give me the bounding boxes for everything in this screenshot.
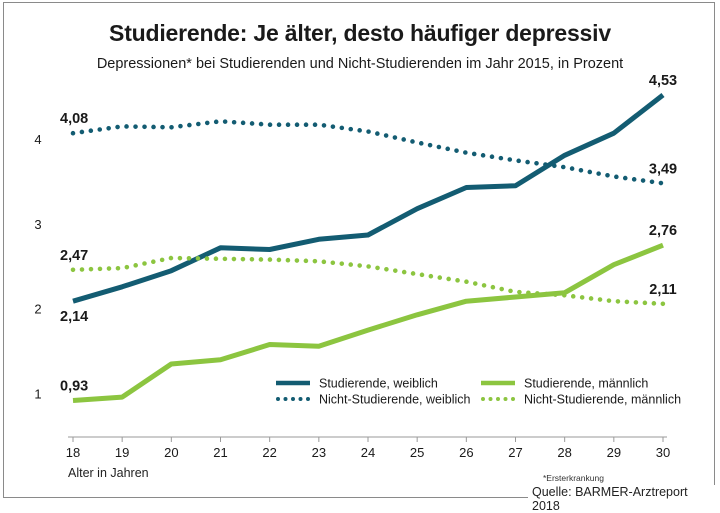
x-tick-label: 20 bbox=[164, 445, 178, 460]
data-label: 2,76 bbox=[649, 223, 677, 239]
legend-label-stud_w: Studierende, weiblich bbox=[319, 377, 438, 391]
data-label: 4,53 bbox=[649, 73, 677, 89]
data-label: 4,08 bbox=[60, 111, 88, 127]
data-label: 2,11 bbox=[649, 282, 676, 298]
y-tick-label: 2 bbox=[34, 302, 41, 317]
legend-label-stud_m: Studierende, männlich bbox=[524, 377, 648, 391]
series-line-stud_m bbox=[72, 242, 664, 403]
x-tick-label: 24 bbox=[361, 445, 375, 460]
y-tick-label: 1 bbox=[34, 387, 41, 402]
x-tick-label: 28 bbox=[557, 445, 571, 460]
data-label: 0,93 bbox=[60, 379, 88, 395]
data-label: 3,49 bbox=[649, 161, 677, 177]
x-tick-label: 27 bbox=[508, 445, 522, 460]
x-axis-label: Alter in Jahren bbox=[68, 466, 149, 480]
data-label: 2,47 bbox=[60, 248, 88, 264]
x-tick-label: 22 bbox=[262, 445, 276, 460]
y-tick-label: 3 bbox=[34, 217, 41, 232]
data-label: 2,14 bbox=[60, 309, 88, 325]
x-tick-label: 29 bbox=[607, 445, 621, 460]
legend-label-nstud_w: Nicht-Studierende, weiblich bbox=[319, 393, 471, 407]
source-credit: Quelle: BARMER-Arztreport 2018 bbox=[528, 485, 720, 513]
legend: Studierende, weiblich Studierende, männli… bbox=[276, 377, 681, 407]
series-line-nstud_m bbox=[70, 255, 666, 307]
x-tick-label: 18 bbox=[66, 445, 80, 460]
x-tick-label: 23 bbox=[312, 445, 326, 460]
x-tick-label: 25 bbox=[410, 445, 424, 460]
chart-subtitle: Depressionen* bei Studierenden und Nicht… bbox=[96, 56, 624, 72]
footnote: *Ersterkrankung bbox=[543, 473, 604, 483]
x-tick-label: 19 bbox=[115, 445, 129, 460]
x-tick-label: 26 bbox=[459, 445, 473, 460]
y-tick-label: 4 bbox=[34, 132, 41, 147]
legend-label-nstud_m: Nicht-Studierende, männlich bbox=[524, 393, 681, 407]
x-tick-label: 21 bbox=[213, 445, 227, 460]
x-tick-label: 30 bbox=[656, 445, 670, 460]
chart-frame bbox=[3, 2, 715, 498]
series-line-nstud_w bbox=[70, 119, 666, 186]
series-line-stud_w bbox=[72, 93, 665, 304]
chart-title: Studierende: Je älter, desto häufiger de… bbox=[109, 20, 611, 46]
